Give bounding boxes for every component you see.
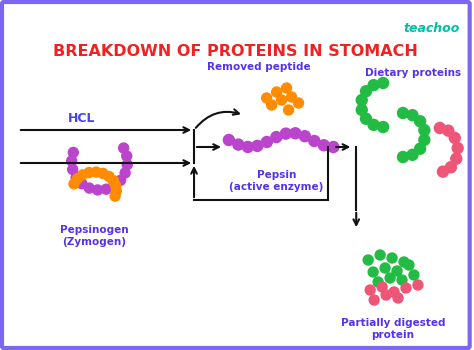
Circle shape	[319, 140, 329, 151]
Circle shape	[271, 132, 282, 142]
Circle shape	[281, 128, 292, 139]
Circle shape	[84, 168, 94, 177]
Circle shape	[443, 125, 454, 136]
Circle shape	[111, 181, 121, 191]
Circle shape	[378, 77, 389, 89]
Circle shape	[381, 290, 391, 300]
Circle shape	[368, 119, 379, 130]
Circle shape	[434, 122, 445, 133]
Circle shape	[110, 191, 120, 201]
Circle shape	[419, 125, 430, 135]
Text: Removed peptide: Removed peptide	[207, 62, 310, 72]
Circle shape	[356, 104, 367, 116]
Circle shape	[415, 116, 426, 127]
Circle shape	[393, 293, 403, 303]
Circle shape	[409, 270, 419, 280]
Circle shape	[78, 170, 88, 180]
Circle shape	[293, 98, 303, 108]
Circle shape	[68, 164, 78, 174]
Circle shape	[282, 83, 292, 93]
Circle shape	[385, 273, 395, 283]
Circle shape	[122, 160, 132, 170]
Circle shape	[84, 183, 94, 193]
Circle shape	[446, 162, 456, 173]
Circle shape	[365, 285, 375, 295]
Circle shape	[378, 121, 389, 133]
Circle shape	[111, 186, 121, 196]
Text: Pepsin
(active enzyme): Pepsin (active enzyme)	[229, 170, 324, 191]
Circle shape	[67, 156, 77, 166]
Circle shape	[397, 275, 407, 285]
Circle shape	[116, 175, 126, 185]
Circle shape	[407, 110, 418, 121]
Circle shape	[373, 277, 383, 287]
Circle shape	[77, 179, 87, 189]
Circle shape	[287, 92, 297, 102]
Circle shape	[380, 263, 390, 273]
Circle shape	[290, 128, 301, 139]
Circle shape	[368, 267, 378, 277]
Circle shape	[92, 185, 102, 195]
Circle shape	[91, 167, 101, 177]
FancyBboxPatch shape	[2, 2, 470, 348]
Text: Dietary proteins: Dietary proteins	[365, 68, 461, 78]
Circle shape	[283, 105, 293, 115]
Circle shape	[377, 282, 387, 292]
Text: BREAKDOWN OF PROTEINS IN STOMACH: BREAKDOWN OF PROTEINS IN STOMACH	[54, 44, 418, 60]
Circle shape	[71, 172, 81, 182]
Circle shape	[419, 134, 430, 145]
Circle shape	[104, 172, 114, 182]
Circle shape	[109, 181, 119, 191]
Text: teachoo: teachoo	[403, 22, 460, 35]
Circle shape	[449, 132, 460, 144]
Circle shape	[98, 168, 108, 178]
Circle shape	[438, 166, 448, 177]
Circle shape	[401, 283, 411, 293]
Circle shape	[389, 287, 399, 297]
Circle shape	[272, 87, 282, 97]
Circle shape	[369, 295, 379, 305]
Circle shape	[109, 176, 118, 186]
Circle shape	[73, 174, 82, 184]
Circle shape	[242, 141, 253, 153]
Circle shape	[118, 143, 128, 153]
Circle shape	[68, 147, 78, 158]
Circle shape	[309, 135, 320, 147]
Circle shape	[261, 136, 273, 147]
Circle shape	[262, 93, 272, 103]
Circle shape	[356, 94, 367, 106]
Circle shape	[404, 260, 414, 270]
Circle shape	[361, 113, 372, 124]
Text: Pepsinogen
(Zymogen): Pepsinogen (Zymogen)	[60, 225, 129, 247]
Circle shape	[277, 95, 287, 105]
Circle shape	[300, 131, 310, 142]
Text: Partially digested
protein: Partially digested protein	[341, 318, 445, 340]
Circle shape	[452, 142, 463, 154]
Circle shape	[223, 134, 234, 146]
Circle shape	[368, 80, 379, 91]
Circle shape	[387, 253, 397, 263]
Circle shape	[398, 152, 409, 162]
Circle shape	[399, 257, 409, 267]
Circle shape	[398, 107, 409, 119]
Circle shape	[109, 176, 118, 186]
Circle shape	[120, 168, 130, 178]
Circle shape	[101, 184, 111, 194]
Circle shape	[375, 250, 385, 260]
Circle shape	[328, 141, 339, 153]
Circle shape	[361, 86, 372, 97]
Text: HCL: HCL	[68, 112, 95, 125]
Circle shape	[252, 140, 263, 152]
Circle shape	[267, 100, 277, 110]
Circle shape	[122, 151, 132, 161]
Circle shape	[415, 143, 426, 154]
Circle shape	[413, 280, 423, 290]
Circle shape	[363, 255, 373, 265]
Circle shape	[407, 149, 418, 160]
Circle shape	[451, 153, 462, 164]
Circle shape	[392, 266, 402, 276]
Circle shape	[233, 139, 244, 150]
Circle shape	[69, 179, 79, 189]
